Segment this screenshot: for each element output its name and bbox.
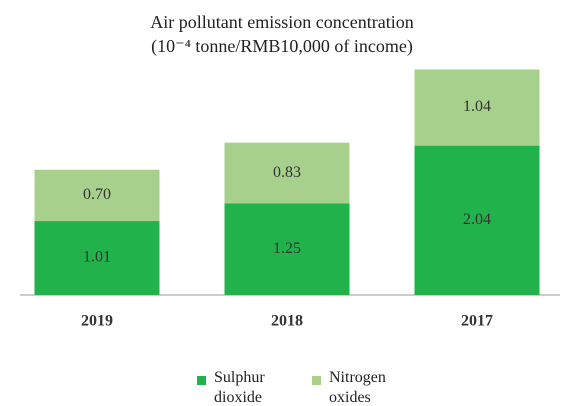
bar-segment	[414, 69, 540, 146]
legend-label: Sulphur dioxide	[214, 369, 265, 406]
value-label: 2.04	[463, 211, 491, 228]
value-label: 1.25	[273, 240, 301, 257]
value-label: 0.70	[83, 186, 111, 203]
value-label: 1.01	[83, 249, 111, 266]
x-tick-label: 2017	[461, 313, 493, 330]
value-label: 0.83	[273, 164, 301, 181]
legend-label: Nitrogen oxides	[329, 369, 386, 406]
bar-segment	[414, 145, 540, 295]
chart-subtitle: (10⁻⁴ tonne/RMB10,000 of income)	[151, 36, 413, 57]
bar-segment	[34, 221, 160, 295]
legend-swatch	[197, 376, 206, 385]
x-tick-label: 2018	[271, 313, 303, 330]
bar-segment	[224, 142, 350, 204]
bar-segment	[224, 203, 350, 295]
bar-segment	[34, 169, 160, 222]
chart-title: Air pollutant emission concentration	[150, 12, 413, 32]
legend-swatch	[312, 376, 321, 385]
x-tick-label: 2019	[81, 313, 113, 330]
value-label: 1.04	[463, 98, 491, 115]
